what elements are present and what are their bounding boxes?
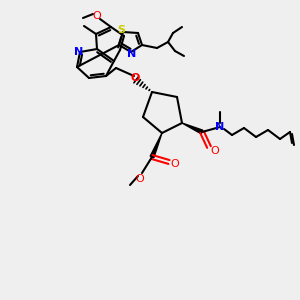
Text: O: O bbox=[130, 73, 140, 83]
Polygon shape bbox=[150, 133, 162, 158]
Text: O: O bbox=[136, 174, 144, 184]
Text: O: O bbox=[211, 146, 219, 156]
Polygon shape bbox=[182, 123, 203, 134]
Text: S: S bbox=[117, 25, 125, 35]
Text: O: O bbox=[93, 11, 101, 21]
Text: N: N bbox=[74, 47, 84, 57]
Text: O: O bbox=[171, 159, 179, 169]
Text: N: N bbox=[128, 49, 136, 59]
Text: N: N bbox=[215, 122, 225, 132]
